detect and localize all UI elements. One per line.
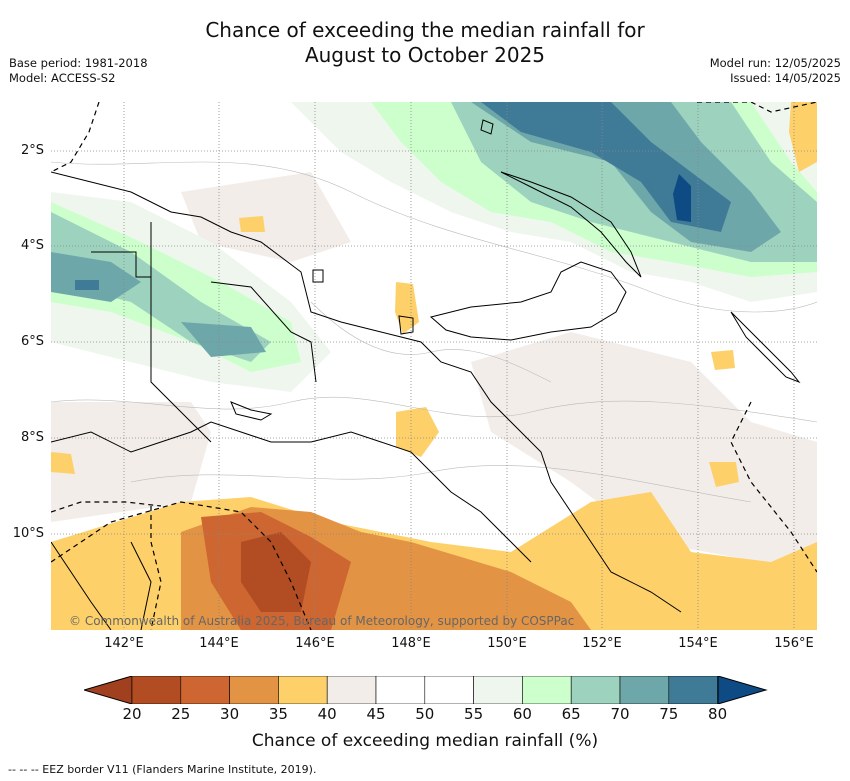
colorbar-tick-label: 65 (561, 705, 581, 723)
lat-label-8s: 8°S (20, 430, 44, 445)
lon-label-148e: 148°E (391, 636, 431, 651)
copyright-notice: © Commonwealth of Australia 2025, Bureau… (69, 614, 575, 628)
lat-label-6s: 6°S (20, 334, 44, 349)
colorbar (84, 676, 768, 704)
lon-label-154e: 154°E (678, 636, 718, 651)
colorbar-cell (180, 676, 230, 704)
colorbar-cell (375, 676, 426, 704)
colorbar-tick-label: 25 (171, 705, 191, 723)
colorbar-cell (278, 676, 328, 704)
colorbar-cell (473, 676, 523, 704)
region-45-north (181, 172, 351, 262)
map-canvas (51, 102, 817, 630)
colorbar-cell (229, 676, 279, 704)
eez-legend: -- -- -- EEZ border V11 (Flanders Marine… (8, 763, 317, 776)
title-line-2: August to October 2025 (304, 43, 546, 67)
colorbar-tick-label: 40 (317, 705, 337, 723)
eez-lines (51, 102, 817, 630)
region-75-west (75, 280, 99, 290)
colorbar-low-extend (84, 676, 133, 704)
title-line-1: Chance of exceeding the median rainfall … (205, 18, 645, 42)
graticule (51, 102, 817, 630)
region-70-west-a (51, 252, 141, 302)
colorbar-tick-label: 55 (464, 705, 484, 723)
lat-label-4s: 4°S (20, 238, 44, 253)
colorbar-tick-label: 20 (122, 705, 142, 723)
colorbar-tick-label: 35 (268, 705, 288, 723)
model-name: Model: ACCESS-S2 (9, 71, 116, 85)
colorbar-tick-label: 30 (220, 705, 240, 723)
colorbar-cell (668, 676, 718, 704)
region-70-west-b (181, 322, 266, 357)
meta-right: Model run: 12/05/2025 Issued: 14/05/2025 (710, 56, 841, 86)
region-35-mid (396, 407, 439, 457)
lon-label-152e: 152°E (582, 636, 622, 651)
colorbar-title: Chance of exceeding median rainfall (%) (251, 731, 599, 751)
colorbar-cell (570, 676, 621, 704)
lon-label-144e: 144°E (199, 636, 239, 651)
region-75-north (481, 102, 731, 232)
lon-label-142e: 142°E (104, 636, 144, 651)
colorbar-cell (522, 676, 572, 704)
colorbar-tick-label: 80 (708, 705, 728, 723)
region-35-small-east (711, 350, 735, 370)
rainfall-map (51, 102, 817, 630)
lat-label-10s: 10°S (12, 526, 44, 541)
lat-label-2s: 2°S (20, 143, 44, 158)
region-35-small (239, 216, 265, 232)
issued-date: Issued: 14/05/2025 (730, 71, 841, 85)
base-period: Base period: 1981-2018 (9, 56, 148, 70)
region-20-south (241, 532, 311, 612)
border-lines (91, 222, 317, 443)
colorbar-cell (326, 676, 377, 704)
colorbar-cell (131, 676, 182, 704)
lon-label-146e: 146°E (295, 636, 335, 651)
colorbar-tick-label: 75 (659, 705, 679, 723)
region-35-west (51, 452, 75, 474)
colorbar-high-extend (717, 676, 768, 704)
colorbar-tick-label: 60 (512, 705, 532, 723)
region-35-ne (789, 102, 817, 172)
lon-label-150e: 150°E (487, 636, 527, 651)
coastlines (51, 119, 801, 630)
colorbar-tick-label: 50 (415, 705, 435, 723)
colorbar-cell (619, 676, 670, 704)
lon-label-156e: 156°E (774, 636, 814, 651)
colorbar-tick-label: 45 (366, 705, 386, 723)
region-80-north (673, 174, 691, 222)
meta-left: Base period: 1981-2018 Model: ACCESS-S2 (9, 56, 148, 86)
colorbar-cell (424, 676, 474, 704)
colorbar-tick-label: 70 (610, 705, 630, 723)
region-45-east (471, 332, 817, 572)
chart-title: Chance of exceeding the median rainfall … (0, 18, 850, 68)
model-run: Model run: 12/05/2025 (709, 56, 841, 70)
region-35-east (709, 462, 739, 487)
